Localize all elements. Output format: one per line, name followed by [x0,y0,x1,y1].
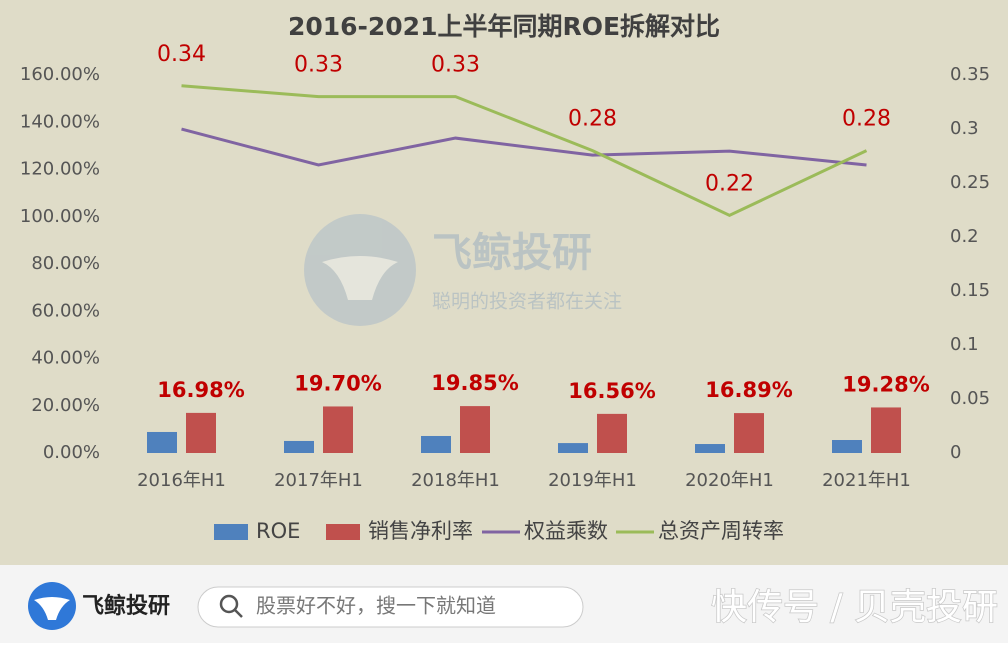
x-tick-label: 2018年H1 [411,470,500,491]
search-icon-handle [234,609,243,618]
bar [871,407,901,453]
line [181,84,868,218]
y2-tick-label: 0.3 [950,118,979,139]
value-label: 16.89% [705,378,792,402]
search-box[interactable] [197,586,584,628]
bar [597,413,627,453]
bar [147,431,177,453]
legend-label: 权益乘数 [524,519,608,543]
watermark-name: 飞鲸投研 [432,230,592,276]
watermark: 飞鲸投研 聪明的投资者都在关注 [304,214,622,326]
y2-tick-label: 0.15 [950,280,990,301]
legend-label: 销售净利率 [368,519,473,543]
footer-logo-tail [34,597,70,620]
y-tick-label: 160.00% [20,64,100,85]
chart-background [0,0,1008,565]
y2-tick-label: 0.1 [950,334,979,355]
y2-tick-label: 0.25 [950,172,990,193]
x-tick-label: 2020年H1 [685,470,774,491]
y2-tick-label: 0.05 [950,388,990,409]
value-label: 19.70% [294,371,381,395]
bar [421,435,451,453]
y2-tick-label: 0 [950,442,961,463]
watermark-slogan: 聪明的投资者都在关注 [432,291,622,313]
x-tick-label: 2021年H1 [822,470,911,491]
bar [695,444,725,453]
y-tick-label: 80.00% [31,253,100,274]
search-placeholder: 股票好不好，搜一下就知道 [256,594,496,618]
bar [734,413,764,453]
footer-brand: 飞鲸投研 [82,593,170,619]
legend-swatch [326,524,360,540]
value-label: 0.33 [431,53,480,78]
legend-label: ROE [256,519,300,543]
legend-label: 总资产周转率 [658,519,784,543]
bar [460,406,490,453]
y2-tick-label: 0.2 [950,226,979,247]
y-tick-label: 120.00% [20,159,100,180]
value-label: 0.33 [294,53,343,78]
value-label: 19.28% [842,372,929,396]
watermark-logo-tail [322,256,398,300]
y-tick-label: 40.00% [31,348,100,369]
y-tick-label: 60.00% [31,300,100,321]
x-tick-label: 2017年H1 [274,470,363,491]
line [181,127,867,167]
chart-title: 2016-2021上半年同期ROE拆解对比 [288,12,720,41]
legend-swatch [214,524,248,540]
value-label: 0.28 [842,107,891,132]
value-label: 0.22 [705,171,754,196]
bar [558,443,588,453]
x-tick-label: 2016年H1 [137,470,226,491]
y-tick-label: 100.00% [20,206,100,227]
search-icon [219,594,239,614]
x-tick-label: 2019年H1 [548,470,637,491]
value-label: 0.34 [157,42,206,67]
y2-tick-label: 0.35 [950,64,990,85]
bar [832,440,862,453]
footer-source: 快传号 / 贝壳投研 [711,587,998,628]
value-label: 16.98% [157,378,244,402]
y-tick-label: 0.00% [43,442,100,463]
value-label: 19.85% [431,371,518,395]
y-tick-label: 20.00% [31,395,100,416]
y-tick-label: 140.00% [20,111,100,132]
value-label: 0.28 [568,107,617,132]
bar [284,440,314,453]
bar [323,406,353,453]
value-label: 16.56% [568,379,655,403]
watermark-logo [304,214,416,326]
bar [186,412,216,453]
